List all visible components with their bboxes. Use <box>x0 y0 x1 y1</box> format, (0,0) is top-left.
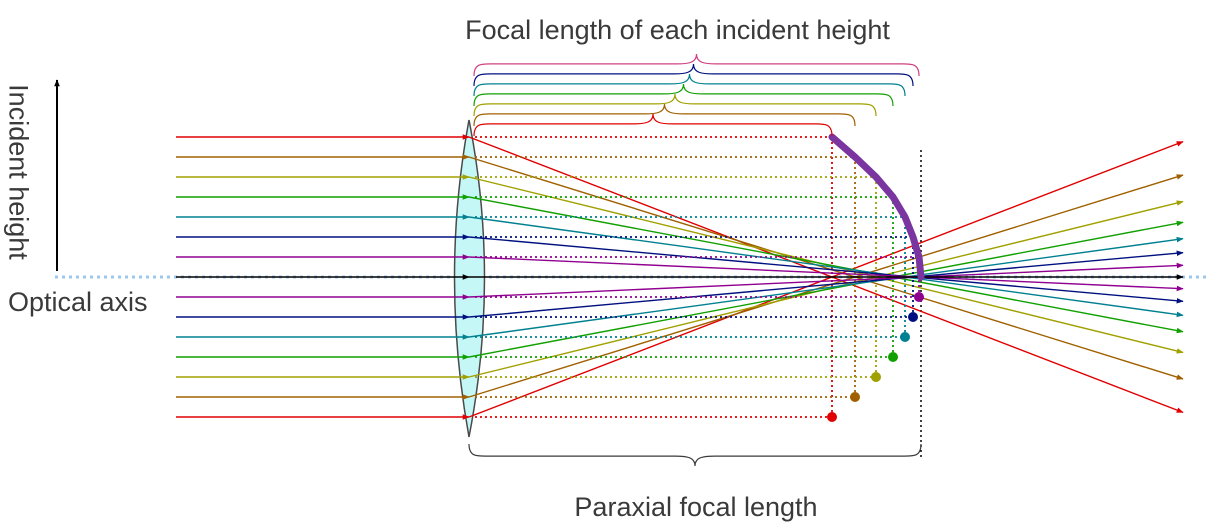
refracted-ray-lower-3 <box>468 236 1184 338</box>
diagram-title: Focal length of each incident height <box>465 15 890 45</box>
paraxial-focal-length-label: Paraxial focal length <box>574 492 818 522</box>
focal-brace-7 <box>473 113 833 137</box>
focal-point-marker-4 <box>888 352 898 362</box>
focal-brace-5 <box>473 93 877 117</box>
refracted-ray-lower-1 <box>468 262 1184 298</box>
refracted-ray-lower-7 <box>468 140 1184 418</box>
focal-point-marker-3 <box>900 332 910 342</box>
refracted-ray-upper-6 <box>468 156 1184 380</box>
focal-point-marker-7 <box>827 412 837 422</box>
refracted-ray-lower-4 <box>468 220 1184 358</box>
focal-brace-3 <box>473 73 906 97</box>
paraxial-focal-brace <box>468 443 922 467</box>
optical-axis-label: Optical axis <box>8 287 148 317</box>
focal-point-marker-6 <box>850 392 860 402</box>
refracted-ray-upper-3 <box>468 216 1184 318</box>
focal-point-marker-1 <box>914 292 924 302</box>
refracted-ray-upper-7 <box>468 136 1184 414</box>
incident-height-label: Incident height <box>3 84 34 260</box>
spherical-aberration-curve <box>828 133 925 281</box>
refracted-ray-upper-4 <box>468 196 1184 334</box>
refracted-ray-upper-2 <box>468 236 1184 304</box>
focal-brace-1 <box>473 53 920 77</box>
focal-point-marker-5 <box>871 372 881 382</box>
focal-point-marker-2 <box>908 312 918 322</box>
refracted-ray-upper-1 <box>468 256 1184 292</box>
lens-shape <box>453 119 486 438</box>
focal-brace-2 <box>473 63 914 87</box>
focal-brace-4 <box>473 83 894 107</box>
refracted-ray-lower-2 <box>468 250 1184 318</box>
focal-brace-6 <box>473 103 856 127</box>
refracted-ray-lower-6 <box>468 174 1184 398</box>
